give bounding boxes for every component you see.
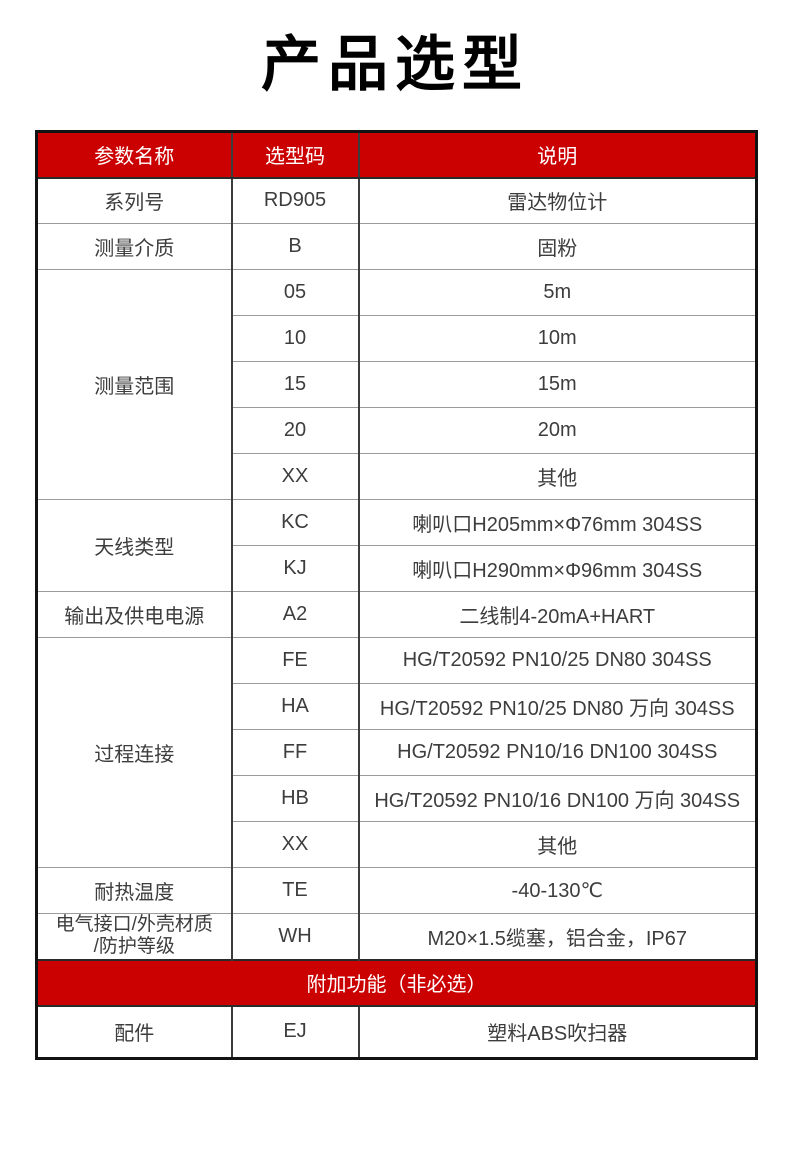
table-row-medium: 测量介质 B 固粉 xyxy=(35,223,758,270)
desc-cell-range-1: 10m xyxy=(357,315,758,362)
page-title: 产品选型 xyxy=(261,31,529,98)
table-row-antenna-0: 天线类型 KC 喇叭口H205mm×Φ76mm 304SS xyxy=(35,499,758,592)
table-row-process-2: FF HG/T20592 PN10/16 DN100 304SS xyxy=(37,729,758,776)
code-cell-process-4: XX xyxy=(230,821,360,868)
param-cell-electrical: 电气接口/外壳材质 /防护等级 xyxy=(35,913,233,960)
code-cell-process-2: FF xyxy=(230,729,360,776)
header-description: 说明 xyxy=(357,131,758,179)
header-param-name: 参数名称 xyxy=(35,131,233,179)
table-row-process-3: HB HG/T20592 PN10/16 DN100 万向 304SS xyxy=(37,775,758,822)
code-cell-range-4: XX xyxy=(230,453,360,500)
code-cell-series: RD905 xyxy=(230,177,360,224)
code-cell-process-0: FE xyxy=(230,637,360,684)
desc-cell-process-0: HG/T20592 PN10/25 DN80 304SS xyxy=(357,637,758,684)
code-cell-accessory: EJ xyxy=(230,1005,360,1059)
desc-cell-process-2: HG/T20592 PN10/16 DN100 304SS xyxy=(357,729,758,776)
table-row-temp: 耐热温度 TE -40-130℃ xyxy=(35,867,758,914)
param-cell-process: 过程连接 xyxy=(35,637,233,868)
desc-cell-process-1: HG/T20592 PN10/25 DN80 万向 304SS xyxy=(357,683,758,730)
code-cell-process-1: HA xyxy=(230,683,360,730)
code-cell-range-3: 20 xyxy=(230,407,360,454)
table-row-range-3: 20 20m xyxy=(37,407,758,454)
table-row-series: 系列号 RD905 雷达物位计 xyxy=(35,177,758,224)
param-cell-accessory: 配件 xyxy=(35,1005,233,1059)
desc-cell-range-0: 5m xyxy=(357,269,758,316)
desc-cell-process-4: 其他 xyxy=(357,821,758,868)
table-row-process-0: 过程连接 FE HG/T20592 PN10/25 DN80 304SS xyxy=(35,637,758,868)
table-row-antenna-1: KJ 喇叭口H290mm×Φ96mm 304SS xyxy=(37,545,758,592)
param-electrical-line2: /防护等级 xyxy=(93,936,175,958)
desc-cell-range-4: 其他 xyxy=(357,453,758,500)
table-row-range-0: 测量范围 05 5m xyxy=(35,269,758,500)
selection-table: 参数名称 选型码 说明 系列号 RD905 雷达物位计 测量介质 B 固粉 测量 xyxy=(35,130,758,1060)
param-cell-series: 系列号 xyxy=(35,177,233,224)
desc-cell-electrical: M20×1.5缆塞，铝合金，IP67 xyxy=(357,913,758,960)
code-cell-range-1: 10 xyxy=(230,315,360,362)
addon-section-header: 附加功能（非必选） xyxy=(35,958,758,1007)
code-cell-output: A2 xyxy=(230,591,360,638)
table-header-row: 参数名称 选型码 说明 xyxy=(35,131,758,179)
header-selection-code: 选型码 xyxy=(230,131,360,179)
code-cell-antenna-0: KC xyxy=(230,499,360,546)
code-cell-medium: B xyxy=(230,223,360,270)
table-row-range-2: 15 15m xyxy=(37,361,758,408)
desc-cell-temp: -40-130℃ xyxy=(357,867,758,914)
desc-cell-antenna-1: 喇叭口H290mm×Φ96mm 304SS xyxy=(357,545,758,592)
table-row-electrical: 电气接口/外壳材质 /防护等级 WH M20×1.5缆塞，铝合金，IP67 xyxy=(35,913,758,960)
param-cell-temp: 耐热温度 xyxy=(35,867,233,914)
desc-cell-medium: 固粉 xyxy=(357,223,758,270)
code-cell-antenna-1: KJ xyxy=(230,545,360,592)
param-cell-range: 测量范围 xyxy=(35,269,233,500)
param-cell-output: 输出及供电电源 xyxy=(35,591,233,638)
param-cell-antenna: 天线类型 xyxy=(35,499,233,592)
selection-table-wrapper: 参数名称 选型码 说明 系列号 RD905 雷达物位计 测量介质 B 固粉 测量 xyxy=(35,130,758,1060)
desc-cell-accessory: 塑料ABS吹扫器 xyxy=(357,1005,758,1059)
table-row-addon-section: 附加功能（非必选） xyxy=(35,958,758,1007)
table-row-range-1: 10 10m xyxy=(37,315,758,362)
code-cell-temp: TE xyxy=(230,867,360,914)
desc-cell-range-3: 20m xyxy=(357,407,758,454)
code-cell-electrical: WH xyxy=(230,913,360,960)
desc-cell-process-3: HG/T20592 PN10/16 DN100 万向 304SS xyxy=(357,775,758,822)
table-row-process-1: HA HG/T20592 PN10/25 DN80 万向 304SS xyxy=(37,683,758,730)
param-cell-medium: 测量介质 xyxy=(35,223,233,270)
code-cell-process-3: HB xyxy=(230,775,360,822)
desc-cell-range-2: 15m xyxy=(357,361,758,408)
table-row-range-4: XX 其他 xyxy=(37,453,758,500)
param-electrical-line1: 电气接口/外壳材质 xyxy=(55,914,213,936)
desc-cell-output: 二线制4-20mA+HART xyxy=(357,591,758,638)
table-row-accessory: 配件 EJ 塑料ABS吹扫器 xyxy=(35,1005,758,1059)
code-cell-range-0: 05 xyxy=(230,269,360,316)
desc-cell-series: 雷达物位计 xyxy=(357,177,758,224)
table-row-output: 输出及供电电源 A2 二线制4-20mA+HART xyxy=(35,591,758,638)
code-cell-range-2: 15 xyxy=(230,361,360,408)
desc-cell-antenna-0: 喇叭口H205mm×Φ76mm 304SS xyxy=(357,499,758,546)
